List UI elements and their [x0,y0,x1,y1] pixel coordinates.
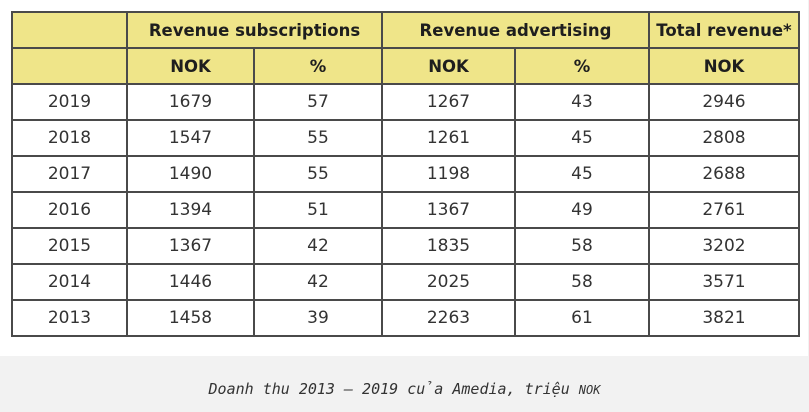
cell-subs-pct: 39 [253,299,383,337]
cell-adv-nok: 1198 [381,155,516,193]
table-panel: Revenue subscriptions Revenue advertisin… [0,0,808,356]
cell-subs-nok: 1679 [126,83,255,121]
cell-year: 2019 [11,83,128,121]
cell-subs-nok: 1458 [126,299,255,337]
subheader-subs-nok: NOK [126,47,255,85]
subheader-total-nok: NOK [648,47,800,85]
cell-total-nok: 3821 [648,299,800,337]
cell-subs-pct: 42 [253,263,383,301]
cell-total-nok: 2761 [648,191,800,229]
table-row: 2014 1446 42 2025 58 3571 [11,263,800,301]
header-revenue-subscriptions: Revenue subscriptions [126,11,383,49]
cell-subs-pct: 42 [253,227,383,265]
subheader-blank [11,47,128,85]
cell-adv-nok: 1367 [381,191,516,229]
cell-total-nok: 2946 [648,83,800,121]
cell-adv-nok: 2025 [381,263,516,301]
cell-year: 2017 [11,155,128,193]
cell-total-nok: 3202 [648,227,800,265]
header-revenue-advertising: Revenue advertising [381,11,650,49]
group-header-row: Revenue subscriptions Revenue advertisin… [11,11,800,49]
subheader-adv-nok: NOK [381,47,516,85]
caption: Doanh thu 2013 – 2019 của Amedia, triệu … [0,380,809,398]
sub-header-row: NOK % NOK % NOK [11,47,800,85]
cell-subs-pct: 55 [253,119,383,157]
table-row: 2018 1547 55 1261 45 2808 [11,119,800,157]
cell-adv-pct: 45 [514,155,650,193]
cell-adv-nok: 1835 [381,227,516,265]
cell-year: 2013 [11,299,128,337]
cell-adv-nok: 2263 [381,299,516,337]
cell-subs-nok: 1367 [126,227,255,265]
table-row: 2016 1394 51 1367 49 2761 [11,191,800,229]
cell-year: 2016 [11,191,128,229]
cell-subs-nok: 1490 [126,155,255,193]
cell-adv-nok: 1267 [381,83,516,121]
subheader-adv-pct: % [514,47,650,85]
cell-subs-pct: 51 [253,191,383,229]
cell-subs-nok: 1547 [126,119,255,157]
cell-year: 2018 [11,119,128,157]
cell-total-nok: 3571 [648,263,800,301]
cell-year: 2014 [11,263,128,301]
table-row: 2019 1679 57 1267 43 2946 [11,83,800,121]
cell-subs-pct: 57 [253,83,383,121]
header-total-revenue: Total revenue* [648,11,800,49]
cell-adv-pct: 49 [514,191,650,229]
cell-adv-pct: 61 [514,299,650,337]
revenue-table: Revenue subscriptions Revenue advertisin… [11,11,800,337]
header-year-blank [11,11,128,49]
caption-unit: NOK [578,383,601,397]
cell-adv-pct: 58 [514,263,650,301]
subheader-subs-pct: % [253,47,383,85]
cell-adv-pct: 45 [514,119,650,157]
cell-year: 2015 [11,227,128,265]
cell-total-nok: 2808 [648,119,800,157]
cell-subs-pct: 55 [253,155,383,193]
cell-subs-nok: 1446 [126,263,255,301]
cell-adv-pct: 58 [514,227,650,265]
caption-text: Doanh thu 2013 – 2019 của Amedia, triệu [208,380,579,398]
cell-subs-nok: 1394 [126,191,255,229]
table-row: 2015 1367 42 1835 58 3202 [11,227,800,265]
cell-adv-nok: 1261 [381,119,516,157]
cell-total-nok: 2688 [648,155,800,193]
table-row: 2017 1490 55 1198 45 2688 [11,155,800,193]
table-row: 2013 1458 39 2263 61 3821 [11,299,800,337]
cell-adv-pct: 43 [514,83,650,121]
